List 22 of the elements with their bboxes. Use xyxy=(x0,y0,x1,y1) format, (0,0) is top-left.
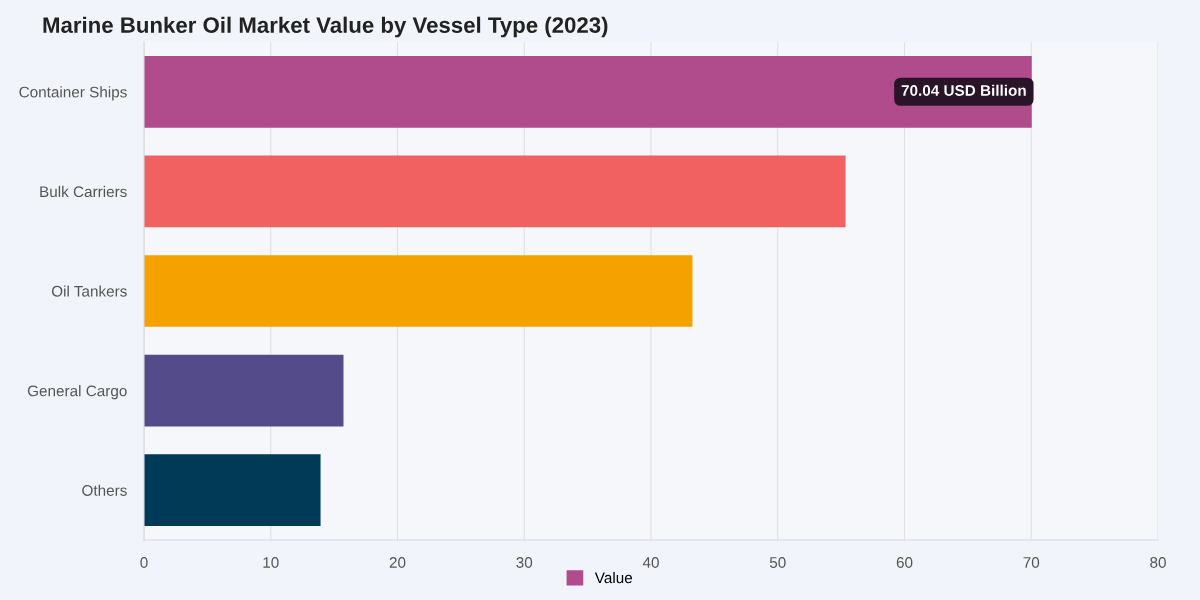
y-tick-label: Bulk Carriers xyxy=(40,185,127,198)
y-tick-label: General Cargo xyxy=(27,385,127,400)
bar xyxy=(144,155,846,228)
x-tick-label: 60 xyxy=(896,557,913,568)
y-tick-label: Others xyxy=(82,484,127,496)
annotation: 70.04 USD Billion xyxy=(901,84,1026,96)
bar xyxy=(144,354,344,427)
legend-label: Value xyxy=(594,572,633,584)
x-tick-label: 30 xyxy=(516,557,533,568)
bar xyxy=(144,454,321,527)
bar xyxy=(144,255,693,327)
y-tick-label: Oil Tankers xyxy=(51,285,127,297)
y-tick-label: Container Ships xyxy=(19,86,127,101)
x-tick-label: 40 xyxy=(642,557,659,568)
x-tick-label: 20 xyxy=(389,557,406,568)
chart-title: Marine Bunker Oil Market Value by Vessel Type (2023) xyxy=(43,16,608,38)
x-tick-label: 70 xyxy=(1023,557,1040,568)
x-tick-label: 50 xyxy=(769,557,786,568)
x-tick-label: 10 xyxy=(263,557,279,568)
x-tick-label: 80 xyxy=(1150,557,1166,568)
bar xyxy=(144,55,1032,128)
x-tick-label: 0 xyxy=(140,557,148,568)
